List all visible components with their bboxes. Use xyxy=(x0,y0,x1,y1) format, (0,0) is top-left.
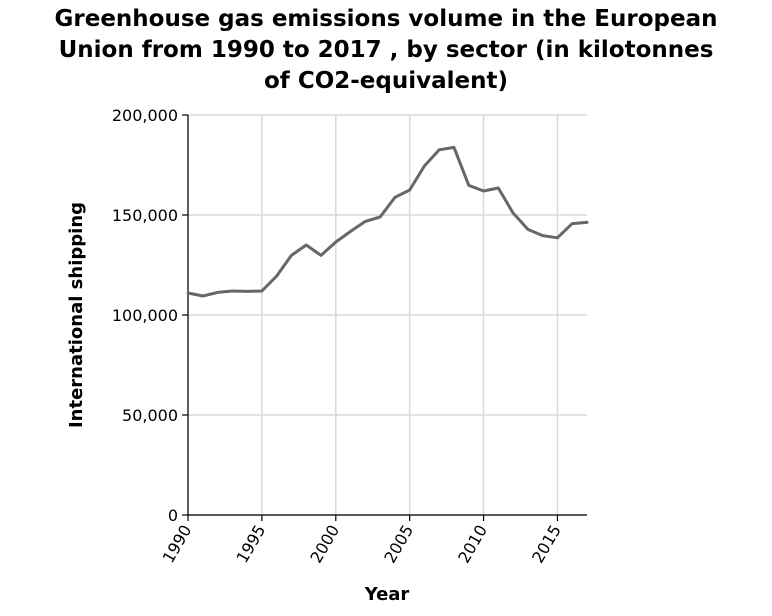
series-line-0 xyxy=(186,145,589,298)
chart-title-line-2: Union from 1990 to 2017 , by sector (in … xyxy=(58,37,714,63)
x-tick-label: 1990 xyxy=(159,522,196,567)
y-tick-label: 150,000 xyxy=(112,206,178,225)
grid xyxy=(187,114,587,516)
x-tick-label: 2015 xyxy=(528,522,565,567)
y-axis-label: International shipping xyxy=(66,202,87,428)
axes xyxy=(182,114,587,521)
x-tick-label: 2010 xyxy=(454,522,491,567)
tick-labels: 0 50,000 100,000 150,000 200,000 1990 1995 2000… xyxy=(112,106,565,566)
chart-title-line-3: of CO2-equivalent) xyxy=(264,68,508,94)
x-tick-label: 1995 xyxy=(233,522,270,567)
chart-title-line-1: Greenhouse gas emissions volume in the E… xyxy=(54,6,718,32)
y-tick-label: 0 xyxy=(168,506,178,525)
x-tick-label: 2000 xyxy=(306,522,343,567)
x-axis-label: Year xyxy=(364,584,410,605)
x-tick-label: 2005 xyxy=(380,522,417,567)
y-tick-label: 100,000 xyxy=(112,306,178,325)
y-tick-label: 200,000 xyxy=(112,106,178,125)
chart-title: Greenhouse gas emissions volume in the E… xyxy=(0,4,772,97)
y-tick-label: 50,000 xyxy=(122,406,178,425)
series-group xyxy=(186,145,589,298)
